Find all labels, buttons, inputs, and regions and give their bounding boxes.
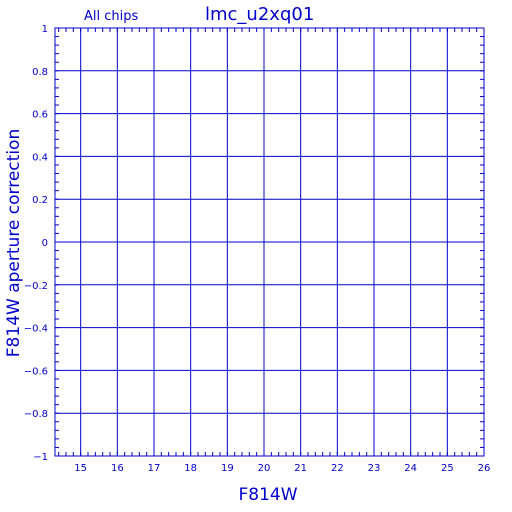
x-tick-label: 22 bbox=[331, 463, 344, 474]
plot-frame bbox=[54, 27, 485, 457]
grid bbox=[55, 28, 484, 456]
x-tick-label: 16 bbox=[111, 463, 124, 474]
y-tick-label: 0.2 bbox=[32, 195, 48, 206]
y-tick-label: −0.8 bbox=[24, 409, 48, 420]
x-tick-label: 21 bbox=[294, 463, 307, 474]
x-axis-label: F814W bbox=[238, 485, 297, 505]
x-tick-label: 23 bbox=[368, 463, 381, 474]
y-tick-label: 0 bbox=[42, 238, 48, 249]
y-tick-label: 1 bbox=[42, 24, 48, 35]
chart-subtitle: All chips bbox=[84, 9, 138, 24]
y-tick-label: 0.6 bbox=[32, 110, 48, 121]
x-tick-label: 17 bbox=[148, 463, 161, 474]
y-axis-label: F814W aperture correction bbox=[4, 129, 24, 357]
x-tick-label: 15 bbox=[74, 463, 87, 474]
x-tick-label: 20 bbox=[258, 463, 271, 474]
chart-title: lmc_u2xq01 bbox=[205, 4, 314, 25]
x-tick-label: 25 bbox=[441, 463, 454, 474]
x-tick-labels: 15 16 17 18 19 20 21 22 23 24 25 26 bbox=[74, 463, 490, 474]
x-tick-label: 18 bbox=[184, 463, 197, 474]
y-tick-label: −0.4 bbox=[24, 324, 48, 335]
y-tick-label: −1 bbox=[33, 452, 48, 463]
y-tick-label: 0.8 bbox=[32, 67, 48, 78]
x-tick-label: 26 bbox=[478, 463, 491, 474]
y-tick-label: −0.2 bbox=[24, 281, 48, 292]
y-tick-label: −0.6 bbox=[24, 366, 48, 377]
y-tick-label: 0.4 bbox=[32, 152, 48, 163]
x-tick-label: 19 bbox=[221, 463, 234, 474]
x-tick-label: 24 bbox=[404, 463, 417, 474]
y-tick-labels: −1 −0.8 −0.6 −0.4 −0.2 0 0.2 0.4 0.6 0.8 1 bbox=[24, 24, 48, 463]
